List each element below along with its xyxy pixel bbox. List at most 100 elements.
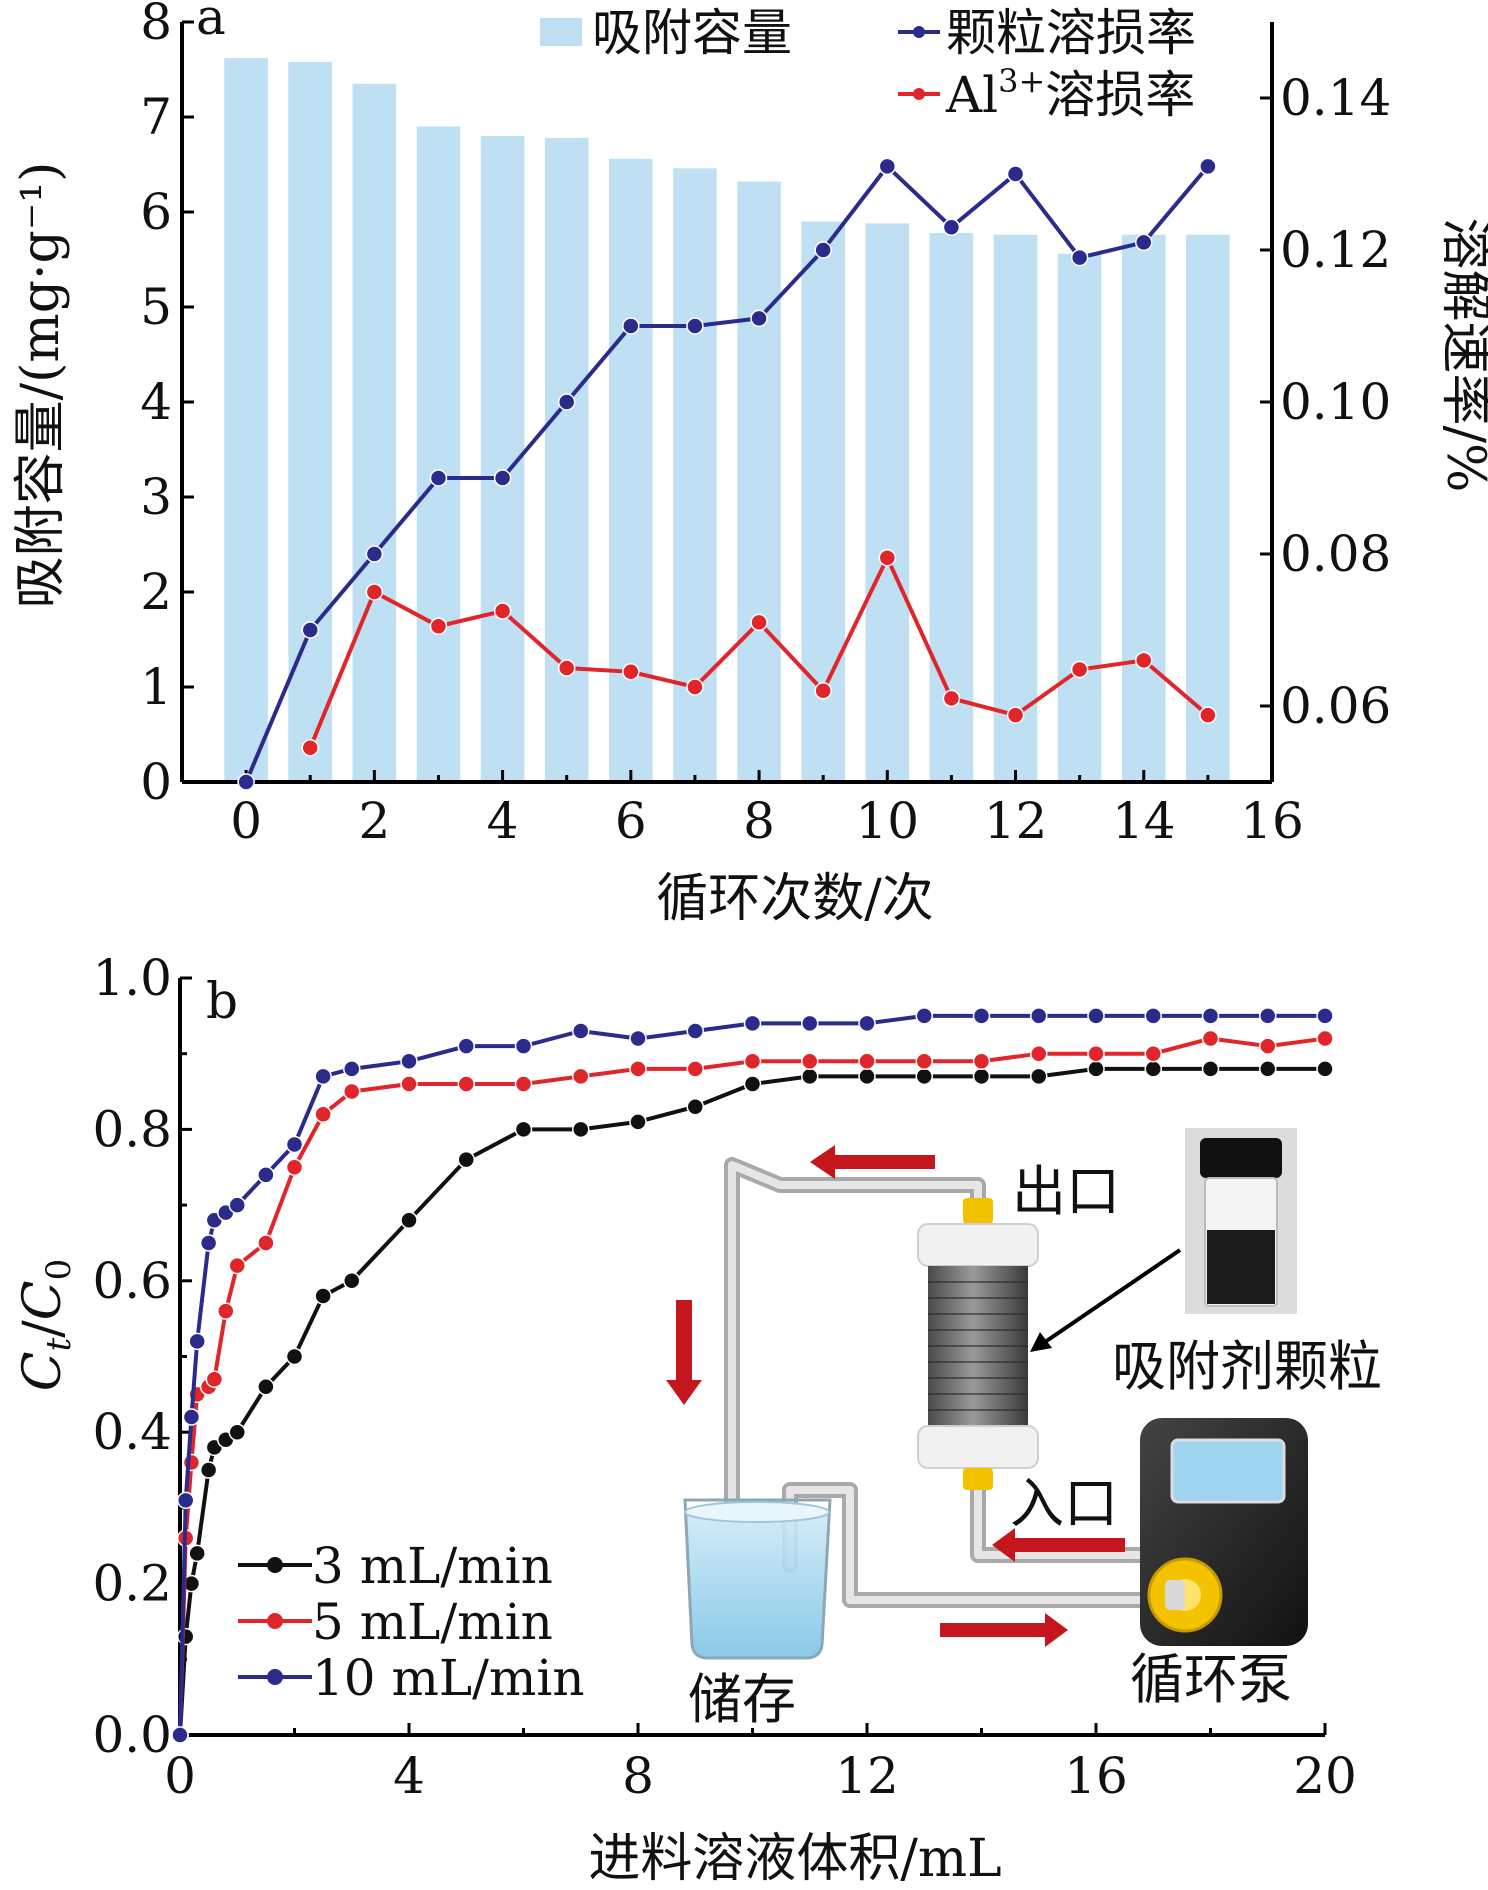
particle-loss-point: [365, 545, 384, 563]
flow-3-point: [1201, 1060, 1220, 1078]
flow-5-point: [400, 1075, 418, 1093]
particle-loss-point: [942, 218, 961, 236]
al-loss-point: [1135, 651, 1153, 670]
inset-label-adsorbent: 吸附剂颗粒: [1112, 1335, 1382, 1398]
particle-loss-point: [622, 317, 640, 335]
flow-3-point: [629, 1113, 647, 1131]
al-loss-point: [686, 678, 704, 696]
flow-3-point: [400, 1211, 418, 1229]
al-loss-point: [365, 583, 384, 601]
chart-b-ylabel-ct: C: [13, 1351, 73, 1391]
flow-3-point: [1030, 1067, 1048, 1086]
flow-10-point: [1087, 1007, 1105, 1025]
chart-b-ytick-label: 0.4: [92, 1403, 172, 1461]
flow-10-point: [1144, 1007, 1162, 1025]
chart-a-ytick-right-label: 0.10: [1280, 373, 1391, 431]
flow-10-point: [514, 1037, 533, 1055]
chart-b-ylabel: Ct/C0: [13, 1259, 79, 1391]
capacity-bar: [224, 58, 268, 783]
chart-a-ytick-left-label: 0: [140, 753, 172, 811]
al-loss-point: [814, 682, 832, 700]
inlet-tube-inner: [974, 1476, 1184, 1559]
particle-loss-point: [557, 393, 576, 411]
flow-3-point: [285, 1347, 304, 1366]
flow-5-point: [629, 1060, 647, 1078]
column-ribs: [928, 1281, 1028, 1411]
chart-b: 出口 吸附剂颗粒 入口 储存 循环泵 0 4 8 12 16 20 0.0 0.2 0.4 0.6…: [13, 949, 1382, 1889]
capacity-bar: [288, 61, 333, 782]
flow-3-point: [199, 1461, 218, 1479]
legend-marker-particle: [913, 26, 925, 38]
flow-10-point: [182, 1408, 201, 1426]
flow-3-point: [314, 1287, 332, 1305]
flow-5-point: [257, 1234, 275, 1252]
column-top-cap: [917, 1223, 1039, 1267]
al-loss-point: [878, 549, 897, 567]
al-loss-point: [942, 689, 961, 708]
particle-loss-point: [301, 621, 319, 639]
chart-a-xlabel: 循环次数/次: [656, 869, 934, 929]
flow-3-point: [176, 1627, 195, 1646]
inset-schematic: 出口 吸附剂颗粒 入口 储存 循环泵: [666, 1128, 1382, 1731]
chart-a: 0 2 4 6 8 10 12 14 160123456780.060.080.100.120.…: [11, 0, 1488, 929]
particle-loss-point: [878, 157, 897, 176]
flow-10-point: [686, 1022, 704, 1040]
particle-loss-point: [1006, 165, 1025, 183]
flow-5-point: [686, 1060, 704, 1078]
inlet-fitting: [963, 1468, 993, 1490]
chart-a-ytick-left-label: 3: [140, 468, 172, 526]
chart-b-ylabel-c0: C: [13, 1280, 73, 1320]
flow-10-point: [314, 1067, 332, 1086]
adsorbent-pointer-head: [1030, 1332, 1052, 1352]
flow-10-point: [572, 1022, 590, 1040]
inset-label-outlet: 出口: [1012, 1160, 1120, 1223]
flow-10-point: [257, 1166, 275, 1184]
chart-a-ytick-right-label: 0.14: [1280, 69, 1391, 127]
flow-3-point: [1087, 1060, 1105, 1078]
flow-3-point: [915, 1067, 933, 1086]
al-loss-point: [1006, 706, 1025, 724]
chart-b-xtick-label: 20: [1293, 1747, 1357, 1805]
flow-5-point: [285, 1158, 304, 1176]
capacity-bar: [1057, 253, 1102, 783]
al-loss-point: [622, 663, 640, 681]
chart-a-ytick-left-label: 5: [140, 278, 172, 336]
flow-3-point: [1316, 1060, 1334, 1078]
flow-10-point: [188, 1332, 206, 1351]
chart-a-xtick-label: 8: [743, 792, 775, 850]
flow-5-point: [1316, 1029, 1334, 1048]
column-bottom-cap: [917, 1425, 1039, 1469]
panel-a-label: a: [196, 0, 226, 46]
al-loss-point: [1070, 660, 1089, 679]
chart-a-xtick-label: 0: [230, 792, 262, 850]
chart-a-ytick-left-label: 6: [140, 183, 172, 241]
flow-10-point: [199, 1234, 218, 1252]
flow-5-point: [1087, 1044, 1105, 1063]
inset-label-inlet: 入口: [1010, 1472, 1118, 1535]
chart-a-xtick-label: 2: [358, 792, 390, 850]
chart-b-xlabel: 进料溶液体积/mL: [588, 1829, 1001, 1889]
al-loss-point: [557, 659, 576, 677]
chart-a-xtick-label: 10: [855, 792, 919, 850]
particle-loss-point: [814, 241, 832, 259]
chart-a-xtick-label: 14: [1112, 792, 1176, 850]
legend-marker-flow-5: [267, 1613, 283, 1629]
flow-arrow-bottom: [940, 1613, 1068, 1647]
legend-swatch-capacity: [540, 18, 582, 46]
particle-loss-point: [1199, 157, 1217, 176]
chart-a-xtick-label: 6: [615, 792, 647, 850]
legend-label-flow-3: 3 mL/min: [312, 1537, 553, 1595]
chart-b-ylabel-ct-sub: t: [39, 1337, 79, 1351]
chart-b-ylabel-slash: /: [13, 1320, 73, 1338]
inset-label-storage: 储存: [688, 1668, 796, 1731]
chart-a-ytick-right-label: 0.12: [1280, 221, 1391, 279]
particle-loss-point: [750, 309, 768, 328]
capacity-bar: [1186, 234, 1230, 783]
flow-3-point: [1259, 1060, 1277, 1078]
flow-5-point: [1144, 1044, 1162, 1063]
flow-5-point: [182, 1453, 201, 1472]
chart-b-ytick-label: 0.6: [92, 1252, 172, 1310]
chart-a-ylabel-right: 溶解速率/%: [1435, 218, 1488, 493]
flow-3-point: [972, 1067, 991, 1086]
